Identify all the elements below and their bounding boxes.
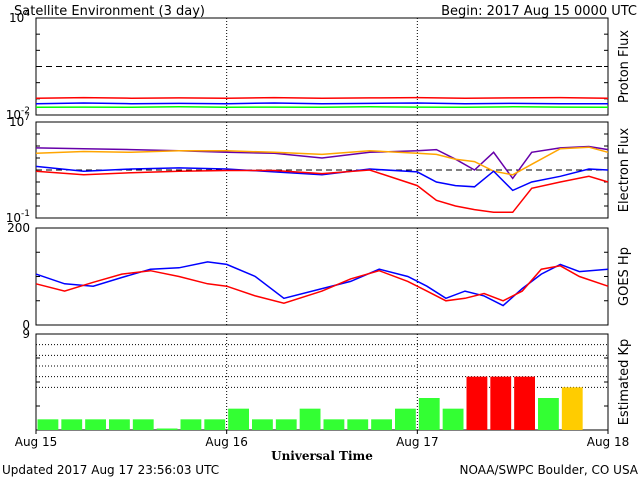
kp-tick-label: 9 <box>22 327 30 341</box>
kp-bar <box>180 419 202 430</box>
proton-tick-label: 10-2 <box>6 106 30 122</box>
kp-bar <box>299 408 321 430</box>
kp-bar <box>395 408 416 430</box>
kp-bar <box>323 419 345 430</box>
kp-bar <box>85 419 106 430</box>
electron-series-red <box>35 169 609 214</box>
goes_hp-panel: 200 0 GOES Hp <box>7 221 632 332</box>
goes_hp-axis-label: GOES Hp <box>617 247 632 306</box>
kp-bar <box>228 408 249 430</box>
kp-bar <box>204 419 226 430</box>
credit-label: NOAA/SWPC Boulder, CO USA <box>460 463 639 477</box>
kp-bar <box>132 419 154 430</box>
proton-panel: 104 10-2 Proton Flux <box>6 9 632 122</box>
proton-series-green <box>35 106 609 109</box>
kp-panel: 9 Estimated Kp <box>22 327 632 431</box>
x-axis-tick-label: Aug 16 <box>205 435 248 449</box>
goes_hp-frame <box>35 227 609 326</box>
kp-bar <box>538 398 559 430</box>
x-axis-tick-label: Aug 18 <box>587 435 630 449</box>
x-axis-tick-label: Aug 15 <box>15 435 58 449</box>
kp-axis-label: Estimated Kp <box>617 339 632 426</box>
chart-panels: 104 10-2 Proton Flux 107 10-1 Electron Flux 20… <box>6 9 632 431</box>
x-axis-label: Universal Time <box>271 449 373 463</box>
kp-bar <box>156 428 178 430</box>
kp-bar <box>442 408 464 430</box>
updated-timestamp: Updated 2017 Aug 17 23:56:03 UTC <box>2 463 219 477</box>
kp-bar <box>490 376 512 430</box>
kp-bar <box>252 419 273 430</box>
electron-axis-label: Electron Flux <box>617 127 632 212</box>
kp-bar <box>347 419 369 430</box>
kp-bar <box>514 376 535 430</box>
proton-series-blue <box>35 102 608 105</box>
electron-series-orange <box>35 146 609 176</box>
goes_hp-series-red <box>35 265 609 304</box>
kp-bar <box>371 419 392 430</box>
goes_hp-tick-label: 0 <box>22 318 30 332</box>
goes_hp-tick-label: 200 <box>7 221 30 235</box>
kp-bar <box>418 398 440 430</box>
kp-bar <box>275 419 297 430</box>
electron-series-blue <box>35 165 609 192</box>
x-axis-tick-label: Aug 17 <box>396 435 439 449</box>
time-axis: Aug 15 Aug 16 Aug 17 Aug 18 <box>15 430 630 449</box>
electron-panel: 107 10-1 Electron Flux <box>6 113 632 225</box>
kp-bar <box>109 419 130 430</box>
proton-axis-label: Proton Flux <box>617 30 632 103</box>
proton-tick-label: 104 <box>9 9 30 25</box>
kp-bar <box>561 387 583 430</box>
figure-title: Satellite Environment (3 day) <box>14 4 205 19</box>
kp-bar <box>466 376 488 430</box>
electron-tick-label: 10-1 <box>6 209 30 225</box>
electron-tick-label: 107 <box>9 113 30 129</box>
kp-bar <box>61 419 83 430</box>
kp-bar <box>37 419 59 430</box>
proton-series-red <box>35 96 609 99</box>
begin-time-label: Begin: 2017 Aug 15 0000 UTC <box>441 4 637 19</box>
